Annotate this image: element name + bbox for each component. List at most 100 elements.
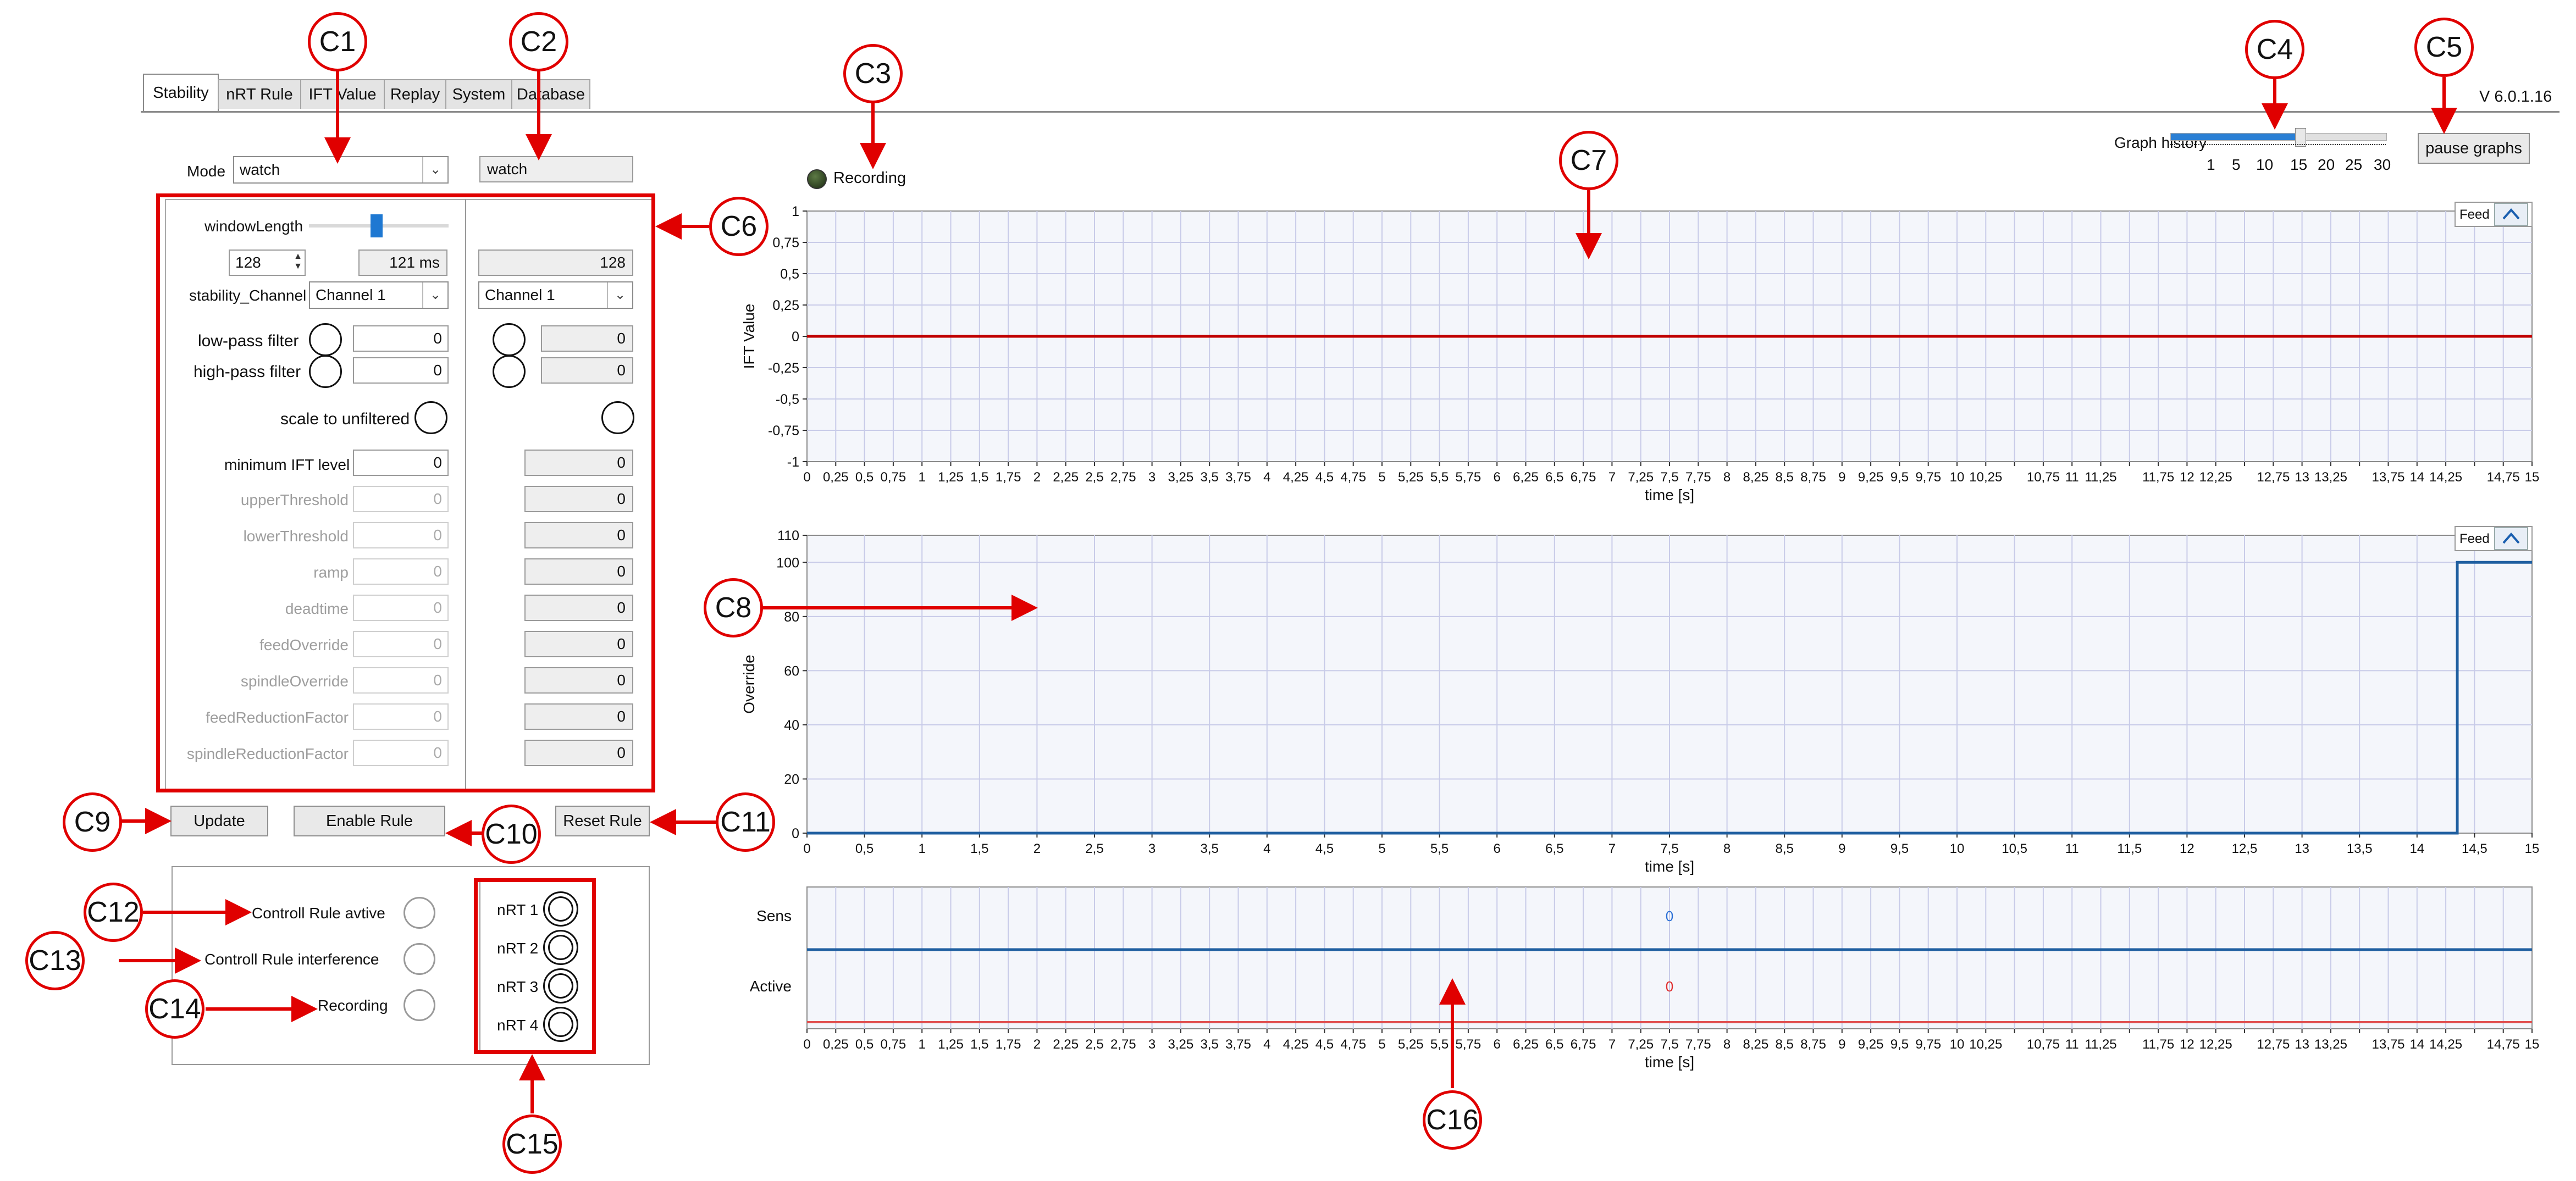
y-tick-label: 0,25 xyxy=(772,298,799,313)
graph-history-tick: 5 xyxy=(2232,156,2241,173)
x-tick-label: 11,25 xyxy=(2085,470,2116,485)
scale-unfiltered-toggle[interactable] xyxy=(414,401,447,434)
x-tick-label: 0,5 xyxy=(855,841,874,856)
x-tick-label: 11 xyxy=(2065,1037,2079,1052)
y-tick-label: 0,75 xyxy=(772,235,799,251)
x-tick-label: 2,25 xyxy=(1053,470,1079,485)
x-tick-label: 4,5 xyxy=(1315,841,1334,856)
reset-rule-button[interactable]: Reset Rule xyxy=(555,806,650,836)
param-input[interactable]: 0 xyxy=(353,667,449,694)
x-tick-label: 14,25 xyxy=(2429,470,2462,485)
x-tick-label: 15 xyxy=(2525,470,2540,485)
graph-history-slider-thumb[interactable] xyxy=(2295,128,2306,147)
x-tick-label: 3 xyxy=(1148,841,1156,856)
y-tick-label: 1 xyxy=(792,204,799,219)
high-pass-toggle[interactable] xyxy=(309,355,342,388)
callout-c9: C9 xyxy=(63,792,122,852)
param-label: upperThreshold xyxy=(240,491,349,508)
x-tick-label: 2 xyxy=(1033,841,1041,856)
min-ift-input[interactable]: 0 xyxy=(353,450,449,476)
y-tick-label: -0,5 xyxy=(776,392,799,407)
x-tick-label: 13,75 xyxy=(2372,470,2404,485)
x-tick-label: 7,25 xyxy=(1628,470,1654,485)
x-tick-label: 10,25 xyxy=(1969,470,2002,485)
tab-system[interactable]: System xyxy=(445,79,512,109)
param-input[interactable]: 0 xyxy=(353,703,449,730)
high-pass-input[interactable]: 0 xyxy=(353,357,449,384)
param-input[interactable]: 0 xyxy=(353,486,449,512)
pause-graphs-button[interactable]: pause graphs xyxy=(2418,133,2530,164)
x-tick-label: 8,25 xyxy=(1743,470,1769,485)
x-tick-label: 1 xyxy=(919,1037,926,1052)
x-tick-label: 9 xyxy=(1838,470,1845,485)
param-input[interactable]: 0 xyxy=(353,595,449,621)
controll-interference-label: Controll Rule interference xyxy=(204,951,379,968)
enable-rule-button[interactable]: Enable Rule xyxy=(294,806,445,836)
x-tick-label: 7 xyxy=(1608,841,1616,856)
legend-scroll-button xyxy=(2494,527,2528,550)
tab-ift-value[interactable]: IFT Value xyxy=(300,79,385,109)
digital-row-label: Sens xyxy=(756,907,792,924)
x-tick-label: 10,25 xyxy=(1969,1037,2002,1052)
graph-history-slider[interactable] xyxy=(2170,128,2387,147)
chevron-down-icon: ⌄ xyxy=(607,282,632,308)
x-tick-label: 10 xyxy=(1950,841,1965,856)
y-tick-label: -0,25 xyxy=(768,361,799,376)
digital-row-value: 0 xyxy=(1666,978,1673,995)
channel-select[interactable]: Channel 1 ⌄ xyxy=(309,281,449,309)
x-tick-label: 4,5 xyxy=(1315,470,1334,485)
mode-indicator: watch xyxy=(479,156,633,182)
x-tick-label: 2,75 xyxy=(1110,470,1136,485)
stepper-icon[interactable]: ▲ ▼ xyxy=(294,252,302,271)
window-length-thumb[interactable] xyxy=(371,214,383,237)
x-tick-label: 3,75 xyxy=(1225,470,1251,485)
x-tick-label: 2,75 xyxy=(1110,1037,1136,1052)
x-tick-label: 7,75 xyxy=(1685,1037,1711,1052)
tab-nrt-rule[interactable]: nRT Rule xyxy=(218,79,301,109)
controll-active-label: Controll Rule avtive xyxy=(252,905,385,922)
x-tick-label: 3 xyxy=(1148,1037,1156,1052)
y-tick-label: 110 xyxy=(777,528,799,544)
x-tick-label: 0,5 xyxy=(855,470,874,485)
callout-c6: C6 xyxy=(709,197,769,256)
series-line xyxy=(807,561,2532,835)
y-axis-label: IFT Value xyxy=(740,304,758,369)
callout-c2: C2 xyxy=(509,12,568,71)
window-samples-input[interactable]: 128 ▲ ▼ xyxy=(229,249,306,276)
x-tick-label: 7 xyxy=(1608,470,1616,485)
x-tick-label: 15 xyxy=(2525,1037,2540,1052)
x-tick-label: 1,75 xyxy=(996,1037,1021,1052)
recording-led-icon xyxy=(807,169,827,189)
tab-database[interactable]: Database xyxy=(511,79,590,109)
mode-label: Mode xyxy=(187,163,226,180)
tab-stability[interactable]: Stability xyxy=(143,74,219,111)
x-tick-label: 9,75 xyxy=(1915,470,1941,485)
settings-divider xyxy=(465,199,466,792)
x-tick-label: 4 xyxy=(1263,841,1270,856)
y-tick-label: 0 xyxy=(792,329,799,345)
controll-active-led xyxy=(403,897,435,929)
low-pass-input[interactable]: 0 xyxy=(353,325,449,352)
callout-c4: C4 xyxy=(2245,20,2304,79)
x-tick-label: 6 xyxy=(1494,470,1501,485)
x-tick-label: 14 xyxy=(2409,470,2424,485)
x-tick-label: 3,75 xyxy=(1225,1037,1251,1052)
param-input[interactable]: 0 xyxy=(353,558,449,585)
graph-history-tick: 25 xyxy=(2345,156,2363,173)
param-input[interactable]: 0 xyxy=(353,631,449,657)
update-button[interactable]: Update xyxy=(170,806,268,836)
x-tick-label: 9 xyxy=(1838,841,1845,856)
callout-c15: C15 xyxy=(502,1115,562,1174)
param-indicator: 0 xyxy=(524,667,633,694)
tab-replay[interactable]: Replay xyxy=(384,79,446,109)
x-tick-label: 12,25 xyxy=(2199,1037,2232,1052)
x-tick-label: 12,75 xyxy=(2257,470,2290,485)
nrt-1-led xyxy=(543,891,578,927)
y-tick-label: 60 xyxy=(784,663,799,679)
param-input[interactable]: 0 xyxy=(353,740,449,766)
window-length-slider[interactable] xyxy=(309,214,449,237)
y-tick-label: -1 xyxy=(787,454,799,470)
param-indicator: 0 xyxy=(524,595,633,621)
param-input[interactable]: 0 xyxy=(353,522,449,548)
low-pass-toggle[interactable] xyxy=(309,323,342,356)
